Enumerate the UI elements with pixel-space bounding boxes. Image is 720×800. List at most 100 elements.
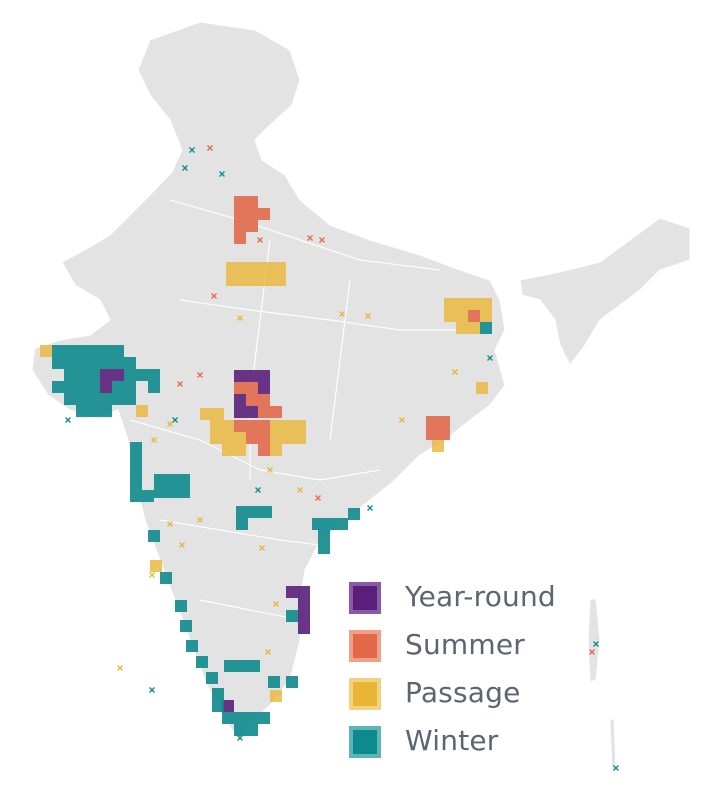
cell-winter: [260, 506, 272, 518]
legend-label-winter: Winter: [405, 724, 499, 757]
cell-summer: [258, 208, 270, 220]
point-passage: [273, 601, 279, 607]
cell-winter: [180, 620, 192, 632]
cell-passage: [238, 262, 250, 274]
point-passage: [267, 467, 273, 473]
cell-winter: [100, 405, 112, 417]
cell-summer: [258, 444, 270, 456]
cell-winter: [76, 393, 88, 405]
cell-year_round: [258, 370, 270, 382]
point-passage: [167, 421, 173, 427]
cell-winter: [246, 712, 258, 724]
cell-winter: [268, 676, 280, 688]
cell-passage: [444, 298, 456, 310]
cell-winter: [154, 474, 166, 486]
cell-winter: [286, 610, 298, 622]
cell-year_round: [234, 394, 246, 406]
point-summer: [177, 381, 183, 387]
cell-winter: [336, 518, 348, 530]
cell-winter: [88, 357, 100, 369]
cell-passage: [222, 444, 234, 456]
nicobar-islands: [609, 717, 617, 773]
cell-winter: [186, 640, 198, 652]
cell-passage: [234, 444, 246, 456]
cell-year_round: [298, 598, 310, 610]
cell-winter: [130, 466, 142, 478]
boundary-line: [169, 199, 441, 271]
point-winter: [613, 765, 619, 771]
cell-winter: [236, 518, 248, 530]
cell-winter: [64, 381, 76, 393]
point-winter: [237, 735, 243, 741]
cell-summer: [234, 220, 246, 232]
cell-winter: [154, 486, 166, 498]
cell-passage: [480, 310, 492, 322]
cell-winter: [160, 572, 172, 584]
cell-passage: [476, 382, 488, 394]
point-winter: [182, 165, 188, 171]
cell-winter: [236, 660, 248, 672]
cell-winter: [148, 369, 160, 381]
andaman-islands: [587, 597, 601, 683]
point-winter: [593, 641, 599, 647]
cell-passage: [456, 310, 468, 322]
cell-summer: [426, 416, 438, 428]
cell-winter: [112, 393, 124, 405]
point-summer: [257, 237, 263, 243]
point-summer: [197, 372, 203, 378]
cell-winter: [196, 656, 208, 668]
cell-passage: [40, 345, 52, 357]
cell-winter: [52, 345, 64, 357]
cell-winter: [236, 506, 248, 518]
cell-passage: [444, 310, 456, 322]
boundary-line: [199, 599, 301, 621]
cell-winter: [234, 724, 246, 736]
cell-passage: [210, 432, 222, 444]
cell-summer: [258, 406, 270, 418]
cell-winter: [124, 369, 136, 381]
cell-passage: [480, 298, 492, 310]
cell-winter: [136, 369, 148, 381]
cell-passage: [210, 420, 222, 432]
cell-summer: [438, 428, 450, 440]
cell-passage: [282, 420, 294, 432]
legend-item-summer: Summer: [346, 626, 586, 672]
cell-summer: [246, 196, 258, 208]
cell-summer: [234, 196, 246, 208]
cell-winter: [348, 508, 360, 520]
cell-year_round: [100, 369, 112, 381]
cell-passage: [432, 440, 444, 452]
cell-winter: [112, 345, 124, 357]
cell-passage: [282, 432, 294, 444]
cell-summer: [234, 232, 246, 244]
cell-winter: [258, 712, 270, 724]
cell-summer: [438, 416, 450, 428]
cell-winter: [222, 712, 234, 724]
cell-year_round: [258, 382, 270, 394]
point-passage: [117, 665, 123, 671]
point-passage: [197, 517, 203, 523]
occurrence-cells: [40, 196, 492, 736]
cell-winter: [480, 322, 492, 334]
cell-winter: [212, 688, 224, 700]
cell-winter: [142, 490, 154, 502]
point-passage: [149, 572, 155, 578]
cell-summer: [426, 428, 438, 440]
cell-winter: [64, 393, 76, 405]
cell-winter: [248, 506, 260, 518]
cell-passage: [212, 408, 224, 420]
cell-winter: [76, 345, 88, 357]
cell-summer: [234, 420, 246, 432]
cell-passage: [150, 560, 162, 572]
cell-summer: [258, 394, 270, 406]
cell-summer: [246, 220, 258, 232]
cell-passage: [294, 432, 306, 444]
cell-winter: [100, 357, 112, 369]
cell-year_round: [246, 370, 258, 382]
boundary-line: [159, 519, 321, 546]
cell-passage: [262, 274, 274, 286]
cell-passage: [200, 408, 212, 420]
cell-passage: [262, 262, 274, 274]
cell-passage: [270, 420, 282, 432]
